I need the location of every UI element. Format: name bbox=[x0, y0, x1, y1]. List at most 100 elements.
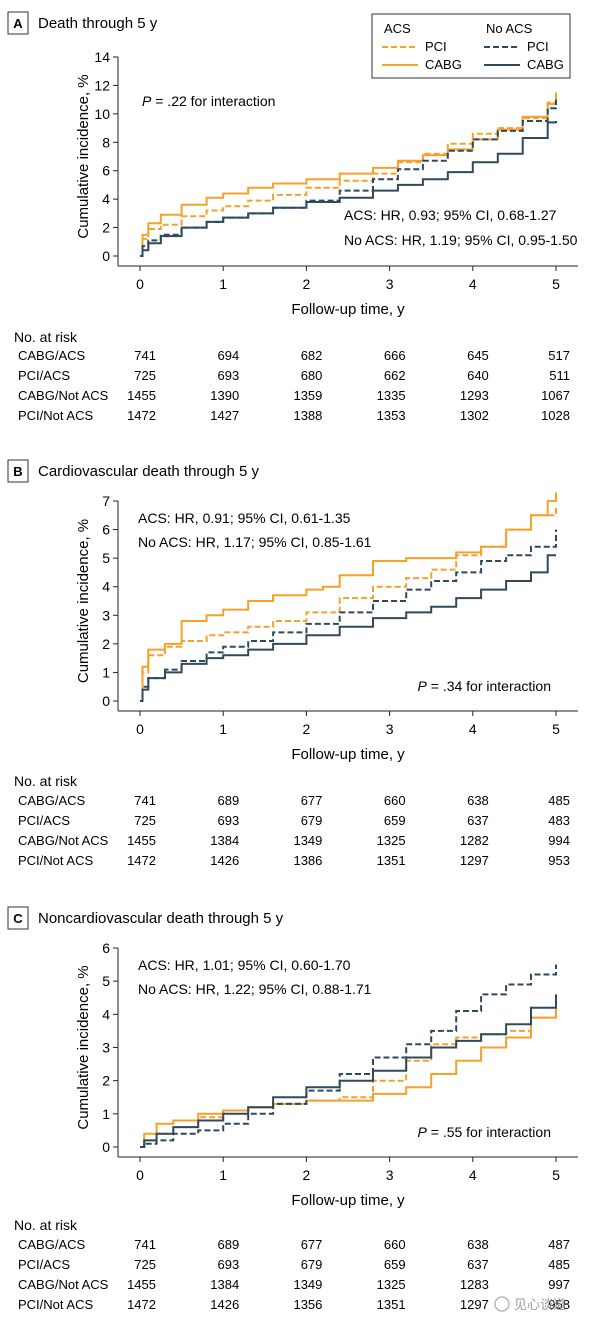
risk-value: 637 bbox=[467, 813, 489, 828]
series-line-noacs-cabg bbox=[140, 121, 557, 257]
risk-value: 1325 bbox=[377, 1277, 406, 1292]
risk-value: 483 bbox=[548, 813, 570, 828]
series-line-acs-pci bbox=[140, 506, 557, 702]
x-tick-label: 1 bbox=[219, 1167, 227, 1183]
x-tick-label: 1 bbox=[219, 276, 227, 292]
x-tick-label: 3 bbox=[386, 276, 394, 292]
x-tick-label: 5 bbox=[552, 721, 560, 737]
panel-letter-box bbox=[7, 906, 29, 930]
x-tick-label: 2 bbox=[303, 1167, 311, 1183]
risk-value: 1472 bbox=[127, 1297, 156, 1312]
risk-row-label: PCI/ACS bbox=[18, 813, 70, 828]
x-tick-label: 3 bbox=[386, 1167, 394, 1183]
legend-label-noacs-pci: PCI bbox=[527, 39, 549, 54]
y-tick-label: 12 bbox=[94, 77, 110, 93]
risk-value: 511 bbox=[549, 368, 570, 383]
series-line-acs-pci bbox=[140, 92, 557, 257]
risk-value: 689 bbox=[217, 793, 239, 808]
risk-value: 662 bbox=[384, 368, 406, 383]
risk-value: 1386 bbox=[293, 853, 322, 868]
risk-value: 1302 bbox=[460, 408, 489, 423]
y-tick-label: 6 bbox=[102, 522, 110, 538]
risk-value: 725 bbox=[134, 368, 156, 383]
y-tick-label: 1 bbox=[102, 1106, 110, 1122]
y-tick-label: 14 bbox=[94, 49, 110, 65]
risk-value: 1455 bbox=[127, 833, 156, 848]
risk-value: 994 bbox=[548, 833, 570, 848]
x-axis-label: Follow-up time, y bbox=[291, 746, 405, 763]
interaction-p-value: P = .22 for interaction bbox=[142, 93, 275, 109]
y-tick-label: 3 bbox=[102, 1040, 110, 1056]
risk-value: 693 bbox=[217, 368, 239, 383]
x-tick-label: 0 bbox=[136, 276, 144, 292]
risk-row-label: CABG/Not ACS bbox=[18, 388, 109, 403]
watermark: 见心谈道 bbox=[494, 1296, 566, 1312]
risk-value: 1067 bbox=[541, 388, 570, 403]
risk-value: 517 bbox=[548, 348, 570, 363]
risk-value: 1356 bbox=[293, 1297, 322, 1312]
risk-value: 1351 bbox=[377, 1297, 406, 1312]
risk-value: 666 bbox=[384, 348, 406, 363]
risk-value: 725 bbox=[134, 813, 156, 828]
y-axis-label: Cumulative incidence, % bbox=[75, 519, 92, 683]
y-tick-label: 5 bbox=[102, 550, 110, 566]
risk-row-label: CABG/ACS bbox=[18, 348, 86, 363]
risk-value: 637 bbox=[467, 1257, 489, 1272]
x-tick-label: 4 bbox=[469, 721, 477, 737]
risk-table-heading: No. at risk bbox=[14, 329, 78, 345]
risk-value: 682 bbox=[301, 348, 323, 363]
panel-letter-box bbox=[7, 459, 29, 483]
risk-value: 1388 bbox=[293, 408, 322, 423]
y-tick-label: 0 bbox=[102, 1139, 110, 1155]
x-tick-label: 5 bbox=[552, 276, 560, 292]
hr-acs: ACS: HR, 1.01; 95% CI, 0.60-1.70 bbox=[138, 957, 351, 973]
risk-value: 1455 bbox=[127, 1277, 156, 1292]
x-tick-label: 4 bbox=[469, 276, 477, 292]
risk-value: 645 bbox=[467, 348, 489, 363]
x-tick-label: 3 bbox=[386, 721, 394, 737]
risk-row-label: CABG/Not ACS bbox=[18, 833, 109, 848]
risk-value: 659 bbox=[384, 1257, 406, 1272]
y-tick-label: 0 bbox=[102, 693, 110, 709]
legend-noacs-heading: No ACS bbox=[486, 21, 533, 36]
risk-value: 689 bbox=[217, 1237, 239, 1252]
risk-value: 1028 bbox=[541, 408, 570, 423]
legend-label-acs-cabg: CABG bbox=[425, 57, 462, 72]
y-tick-label: 8 bbox=[102, 134, 110, 150]
risk-row-label: CABG/Not ACS bbox=[18, 1277, 109, 1292]
legend-label-noacs-cabg: CABG bbox=[527, 57, 564, 72]
risk-value: 677 bbox=[301, 793, 323, 808]
risk-value: 958 bbox=[548, 1297, 570, 1312]
hr-noacs: No ACS: HR, 1.17; 95% CI, 0.85-1.61 bbox=[138, 534, 372, 550]
risk-row-label: CABG/ACS bbox=[18, 793, 86, 808]
risk-value: 694 bbox=[217, 348, 239, 363]
risk-value: 1426 bbox=[210, 853, 239, 868]
y-tick-label: 2 bbox=[102, 220, 110, 236]
x-tick-label: 2 bbox=[303, 721, 311, 737]
risk-value: 1325 bbox=[377, 833, 406, 848]
y-tick-label: 1 bbox=[102, 664, 110, 680]
risk-value: 1351 bbox=[377, 853, 406, 868]
watermark-text: 见心谈道 bbox=[514, 1297, 566, 1312]
risk-value: 679 bbox=[301, 813, 323, 828]
risk-table-heading: No. at risk bbox=[14, 773, 78, 789]
x-tick-label: 2 bbox=[303, 276, 311, 292]
risk-row-label: PCI/ACS bbox=[18, 368, 70, 383]
panel-letter-box bbox=[7, 11, 29, 35]
series-line-noacs-cabg bbox=[140, 994, 557, 1148]
risk-value: 487 bbox=[548, 1237, 570, 1252]
x-tick-label: 0 bbox=[136, 721, 144, 737]
risk-value: 1282 bbox=[460, 833, 489, 848]
series-line-noacs-cabg bbox=[140, 554, 556, 702]
risk-value: 1384 bbox=[210, 833, 239, 848]
risk-row-label: CABG/ACS bbox=[18, 1237, 86, 1252]
y-axis-label: Cumulative incidence, % bbox=[75, 965, 92, 1129]
legend-label-acs-pci: PCI bbox=[425, 39, 447, 54]
risk-row-label: PCI/ACS bbox=[18, 1257, 70, 1272]
risk-row-label: PCI/Not ACS bbox=[18, 408, 93, 423]
hr-noacs: No ACS: HR, 1.22; 95% CI, 0.88-1.71 bbox=[138, 981, 372, 997]
y-tick-label: 0 bbox=[102, 248, 110, 264]
series-line-acs-cabg bbox=[140, 492, 557, 702]
risk-value: 741 bbox=[134, 1237, 156, 1252]
